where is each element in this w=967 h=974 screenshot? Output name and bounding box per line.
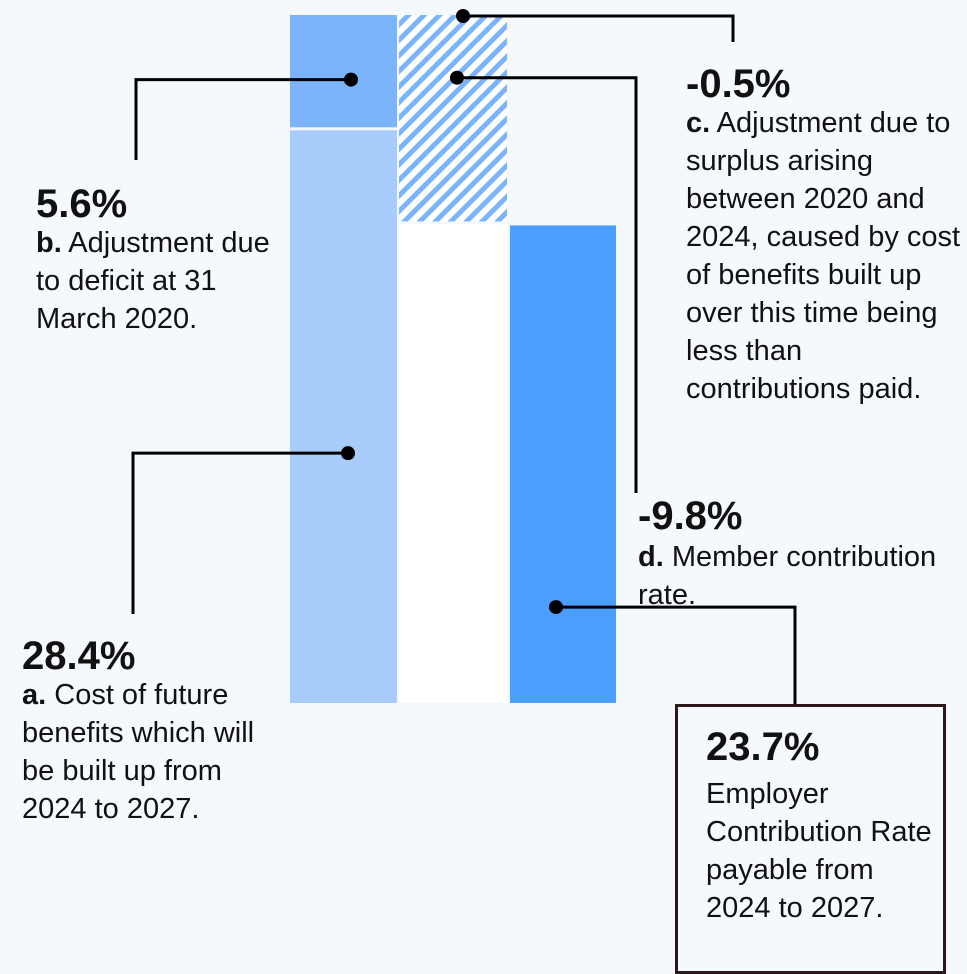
step-a-text: Cost of future benefits which will be bu… [22,679,255,825]
step-d-description: d. Member contribution rate. [638,538,938,614]
connector-c-dot [456,9,470,23]
connector-total-dot [549,600,563,615]
total-description: Employer Contribution Rate payable from … [706,778,932,924]
connector-total [556,605,797,704]
step-c-description: c. Adjustment due to surplus arising bet… [686,104,961,408]
step-c-letter: c. [686,107,711,139]
connector-a-dot [341,446,355,461]
label-step-c: -0.5% c. Adjustment due to surplus arisi… [686,64,961,408]
connector-b-dot [344,72,358,87]
step-c-text: Adjustment due to surplus arising betwee… [686,107,961,405]
bar-member-contribution [399,25,507,222]
bar-cost-of-future-benefits [290,130,397,704]
step-a-letter: a. [22,679,47,711]
bar-total-employer-rate [510,225,616,703]
connector-a [131,451,348,614]
connector-d-dot [450,70,464,85]
step-d-text: Member contribution rate. [638,541,937,611]
connector-b [134,78,351,160]
step-d-value: -9.8% [638,494,743,538]
total-value: 23.7% [706,725,820,769]
step-b-value: 5.6% [36,182,128,226]
step-a-description: a. Cost of future benefits which will be… [22,676,292,828]
connector-d [457,76,638,493]
step-b-text: Adjustment due to deficit at 31 March 20… [36,227,270,335]
step-d-letter: d. [638,541,664,573]
step-c-value: -0.5% [686,62,791,106]
label-step-d: -9.8% d. Member contribution rate. [638,496,938,614]
step-a-value: 28.4% [22,634,136,678]
bar-surplus-adjustment [399,15,507,26]
step-b-letter: b. [36,227,62,259]
step-b-description: b. Adjustment due to deficit at 31 March… [36,224,286,338]
total-result-box: 23.7% Employer Contribution Rate payable… [675,704,946,974]
connector-c [463,14,735,42]
bar-spacer [399,224,507,703]
bar-deficit-adjustment [290,15,397,128]
label-step-b: 5.6% b. Adjustment due to deficit at 31 … [36,184,286,338]
label-step-a: 28.4% a. Cost of future benefits which w… [22,636,292,828]
